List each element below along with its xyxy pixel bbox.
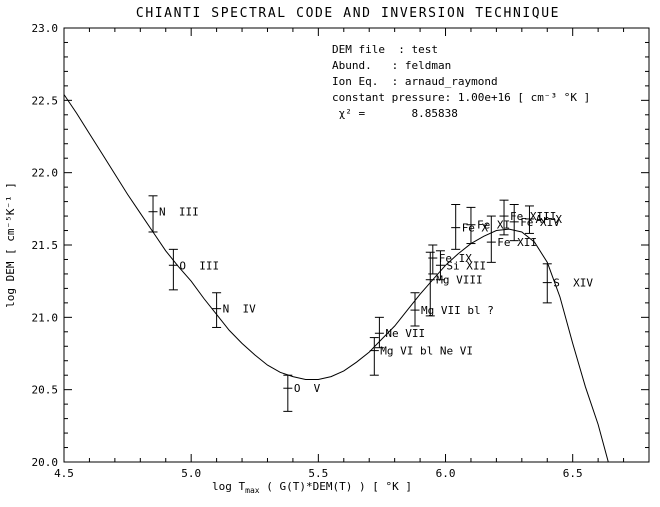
point-label-fe-xi: Fe XI <box>477 219 510 232</box>
point-label-si-xii: Si XII <box>446 259 486 272</box>
y-tick-label: 20.0 <box>32 456 59 469</box>
point-mg-vi-bl-ne-vi: Mg VI bl Ne VI <box>369 337 473 376</box>
point-label-o-v: O V <box>294 382 321 395</box>
point-label-ne-vii: Ne VII <box>385 327 425 340</box>
x-tick-label: 6.0 <box>436 467 456 480</box>
annotation-block: DEM file : test Abund. : feldman Ion Eq.… <box>332 43 590 120</box>
annotation-abundance: Abund. : feldman <box>332 59 451 72</box>
annotation-pressure: constant pressure: 1.00e+16 [ cm⁻³ °K ] <box>332 91 590 104</box>
point-label-ar-x: Ar X <box>535 213 562 226</box>
point-fe-xii: Fe XII <box>486 215 537 263</box>
point-label-fe-xiii: Fe XIII <box>510 210 556 223</box>
annotation-dem-file: DEM file : test <box>332 43 438 56</box>
point-label-fe-xii: Fe XII <box>497 236 537 249</box>
y-tick-label: 21.5 <box>32 239 59 252</box>
y-axis-label: log DEM [ cm⁻⁵K⁻¹ ] <box>4 182 17 308</box>
annotation-ion-eq: Ion Eq. : arnaud_raymond <box>332 75 498 88</box>
point-label-mg-viii: Mg VIII <box>436 274 482 287</box>
point-n-iv: N IV <box>212 292 256 328</box>
point-fe-xiii: Fe XIII <box>499 199 556 236</box>
point-fe-ix: Fe IX <box>428 244 472 275</box>
y-tick-label: 21.0 <box>32 311 59 324</box>
point-o-v: O V <box>283 374 321 412</box>
point-o-iii: O III <box>168 248 219 291</box>
x-axis-label: log Tmax ( G(T)*DEM(T) ) [ °K ] <box>212 480 412 495</box>
chart-title: CHIANTI SPECTRAL CODE AND INVERSION TECH… <box>136 6 560 21</box>
point-label-mg-vi-bl-ne-vi: Mg VI bl Ne VI <box>380 345 473 358</box>
point-label-o-iii: O III <box>179 259 219 272</box>
point-s-xiv: S XIV <box>542 263 593 304</box>
x-tick-label: 6.5 <box>563 467 583 480</box>
point-label-mg-vii-bl-: Mg VII bl ? <box>421 304 494 317</box>
x-tick-label: 5.0 <box>181 467 201 480</box>
point-label-fe-ix: Fe IX <box>439 252 472 265</box>
point-fe-xi: Fe XI <box>466 206 510 245</box>
dem-curve-path <box>63 94 609 463</box>
point-mg-vii-bl-: Mg VII bl ? <box>410 292 494 327</box>
point-label-n-iii: N III <box>159 206 199 219</box>
x-tick-label: 4.5 <box>54 467 74 480</box>
point-n-iii: N III <box>148 195 199 233</box>
y-tick-label: 22.0 <box>32 167 59 180</box>
point-label-s-xiv: S XIV <box>553 277 593 290</box>
annotation-chi2: χ² = 8.85838 <box>332 107 458 120</box>
point-ar-x: Ar X <box>524 205 562 234</box>
point-ne-vii: Ne VII <box>374 316 425 349</box>
dem-curve <box>63 94 609 463</box>
axes-frame: 4.5 5.0 5.5 6.0 6.5 20.0 20.5 21.0 21.5 22.0 22.5 2… <box>32 22 650 480</box>
y-tick-label: 23.0 <box>32 22 59 35</box>
point-si-xii: Si XII <box>435 250 486 281</box>
x-tick-label: 5.5 <box>308 467 328 480</box>
y-tick-label: 22.5 <box>32 94 59 107</box>
y-tick-label: 20.5 <box>32 384 59 397</box>
point-label-n-iv: N IV <box>223 303 256 316</box>
data-points: N III O III N IV O V Mg VI bl Ne VI Ne VII Mg … <box>148 195 593 412</box>
